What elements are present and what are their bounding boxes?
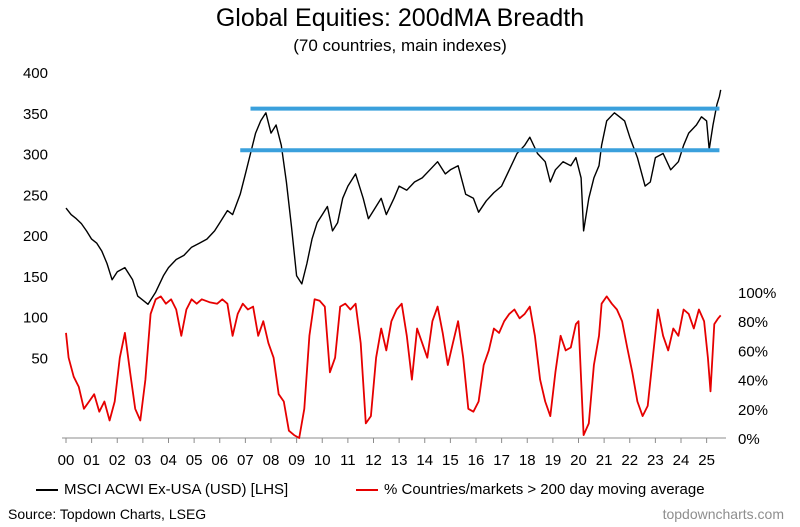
y-right-tick-label-80: 80% xyxy=(738,314,768,331)
y-right-tick-label-100: 100% xyxy=(738,285,776,302)
legend-item-breadth: % Countries/markets > 200 day moving ave… xyxy=(356,481,705,498)
legend-label-msci: MSCI ACWI Ex-USA (USD) [LHS] xyxy=(64,481,289,498)
x-tick-label-13: 13 xyxy=(391,452,408,469)
x-tick-label-00: 00 xyxy=(58,452,75,469)
legend-swatch-msci xyxy=(36,489,58,492)
x-tick-label-12: 12 xyxy=(365,452,382,469)
x-tick-label-06: 06 xyxy=(211,452,228,469)
legend-label-breadth: % Countries/markets > 200 day moving ave… xyxy=(384,481,705,498)
x-tick-label-03: 03 xyxy=(135,452,152,469)
x-tick-label-14: 14 xyxy=(416,452,433,469)
plot-group: 00 01 02 03 04 05 06 07 08 09 10 11 12 13 14 15 16 17 18 19… xyxy=(23,65,776,469)
y-right-tick-label-20: 20% xyxy=(738,402,768,419)
x-tick-label-18: 18 xyxy=(519,452,536,469)
x-tick-label-08: 08 xyxy=(263,452,280,469)
y-right-tick-label-60: 60% xyxy=(738,343,768,360)
y-left-tick-label-50: 50 xyxy=(31,350,48,367)
x-tick-label-15: 15 xyxy=(442,452,459,469)
x-tick-label-16: 16 xyxy=(468,452,485,469)
x-tick-label-09: 09 xyxy=(288,452,305,469)
y-left-tick-label-350: 350 xyxy=(23,106,48,123)
brand-watermark: topdowncharts.com xyxy=(662,506,784,522)
y-left-tick-label-400: 400 xyxy=(23,65,48,82)
legend: MSCI ACWI Ex-USA (USD) [LHS] % Countries… xyxy=(0,481,800,501)
y-left-tick-label-300: 300 xyxy=(23,147,48,164)
y-left-tick-label-200: 200 xyxy=(23,228,48,245)
x-tick-label-21: 21 xyxy=(596,452,613,469)
x-tick-label-02: 02 xyxy=(109,452,126,469)
x-tick-label-04: 04 xyxy=(160,452,177,469)
x-tick-label-17: 17 xyxy=(493,452,510,469)
y-left-tick-label-100: 100 xyxy=(23,310,48,327)
y-left-tick-label-250: 250 xyxy=(23,187,48,204)
legend-swatch-breadth xyxy=(356,489,378,492)
y-right-tick-label-0: 0% xyxy=(738,431,760,448)
x-tick-label-24: 24 xyxy=(673,452,690,469)
x-tick-label-22: 22 xyxy=(621,452,638,469)
x-tick-label-07: 07 xyxy=(237,452,254,469)
x-tick-label-20: 20 xyxy=(570,452,587,469)
x-tick-label-10: 10 xyxy=(314,452,331,469)
x-tick-label-05: 05 xyxy=(186,452,203,469)
chart-subtitle: (70 countries, main indexes) xyxy=(293,36,507,55)
legend-item-msci: MSCI ACWI Ex-USA (USD) [LHS] xyxy=(36,481,288,498)
series-line-msci xyxy=(65,89,722,305)
x-tick-label-25: 25 xyxy=(698,452,715,469)
source-note: Source: Topdown Charts, LSEG xyxy=(8,506,207,522)
x-tick-label-19: 19 xyxy=(545,452,562,469)
chart-title: Global Equities: 200dMA Breadth xyxy=(215,4,585,32)
x-tick-label-23: 23 xyxy=(647,452,664,469)
y-right-tick-label-40: 40% xyxy=(738,373,768,390)
x-tick-label-01: 01 xyxy=(83,452,100,469)
x-tick-label-11: 11 xyxy=(340,452,356,469)
series-line-breadth xyxy=(65,295,722,439)
y-left-tick-label-150: 150 xyxy=(23,269,48,286)
